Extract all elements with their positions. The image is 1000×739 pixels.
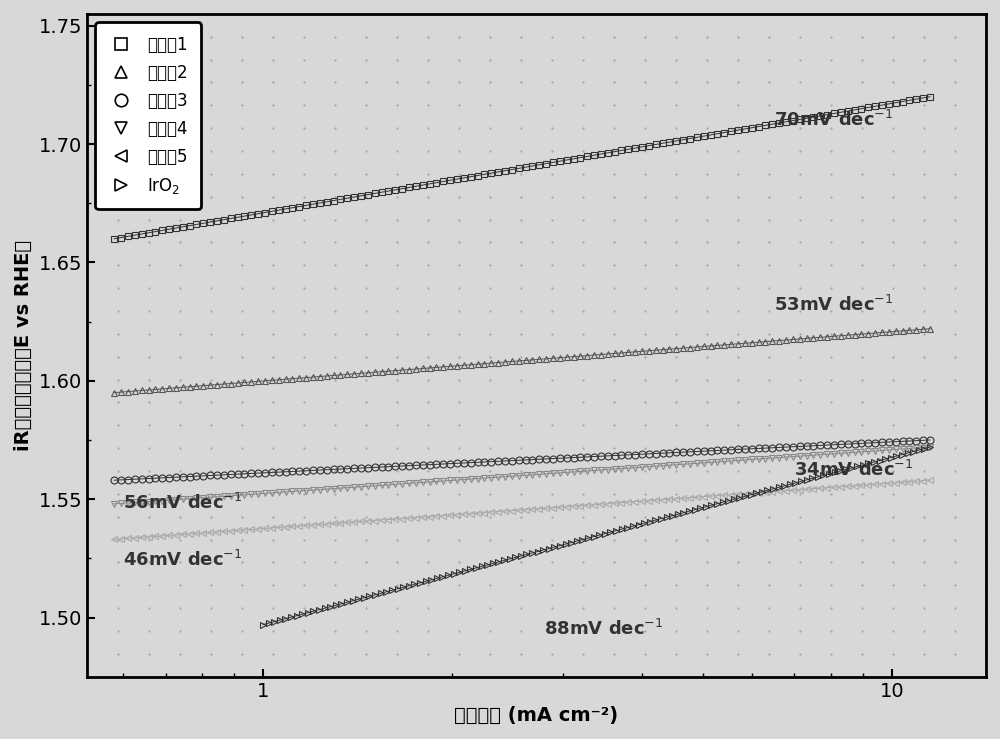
Text: 34mV dec$^{-1}$: 34mV dec$^{-1}$ (794, 460, 914, 480)
Legend: 实施奡1, 实施奡2, 实施奡3, 实施奡4, 实施奡5, IrO$_2$: 实施奡1, 实施奡2, 实施奡3, 实施奡4, 实施奡5, IrO$_2$ (95, 22, 201, 209)
Text: 56mV dec$^{-1}$: 56mV dec$^{-1}$ (123, 493, 243, 514)
Text: 70mV dec$^{-1}$: 70mV dec$^{-1}$ (774, 110, 894, 130)
Text: 46mV dec$^{-1}$: 46mV dec$^{-1}$ (123, 550, 243, 571)
Text: 53mV dec$^{-1}$: 53mV dec$^{-1}$ (774, 294, 894, 315)
Y-axis label: iR补偿过的电势（E vs RHE）: iR补偿过的电势（E vs RHE） (14, 239, 33, 451)
Text: 88mV dec$^{-1}$: 88mV dec$^{-1}$ (544, 619, 664, 638)
X-axis label: 电流密度 (mA cm⁻²): 电流密度 (mA cm⁻²) (454, 706, 619, 725)
